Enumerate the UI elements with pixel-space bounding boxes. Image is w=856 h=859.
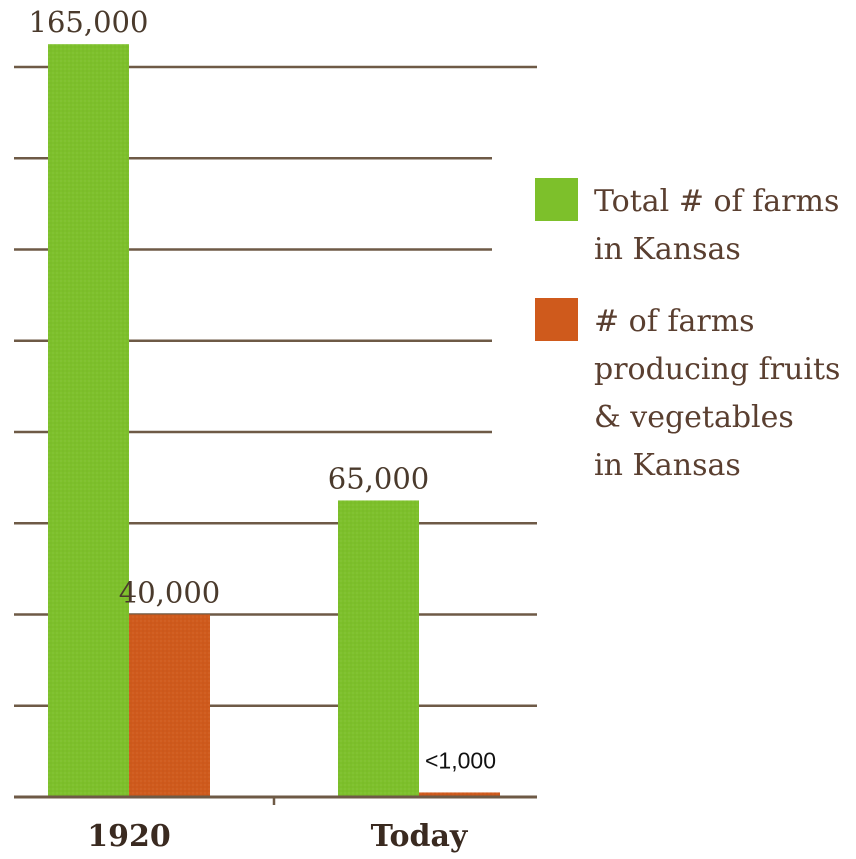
bar-texture [338, 500, 419, 797]
legend: Total # of farms in Kansas # of farms produ… [535, 178, 840, 483]
tick-label: 1920 [87, 819, 171, 854]
legend-label: in Kansas [594, 448, 741, 483]
legend-label: in Kansas [594, 232, 741, 267]
bar-texture [129, 614, 210, 797]
data-label: <1,000 [425, 747, 496, 773]
legend-label: producing fruits [594, 352, 840, 387]
legend-label: Total # of farms [594, 184, 839, 219]
bar-texture [48, 44, 129, 797]
x-axis: 1920 Today [14, 795, 537, 854]
legend-label: & vegetables [594, 400, 794, 435]
legend-label: # of farms [594, 304, 755, 339]
data-label: 65,000 [328, 461, 429, 495]
bars [48, 44, 500, 797]
data-label: 165,000 [29, 5, 149, 39]
tick-label: Today [371, 819, 469, 854]
bar-texture [419, 792, 500, 797]
data-label: 40,000 [119, 576, 220, 610]
legend-swatch [535, 298, 578, 341]
data-labels: 165,000 40,000 65,000 <1,000 [29, 5, 496, 773]
legend-swatch [535, 178, 578, 221]
